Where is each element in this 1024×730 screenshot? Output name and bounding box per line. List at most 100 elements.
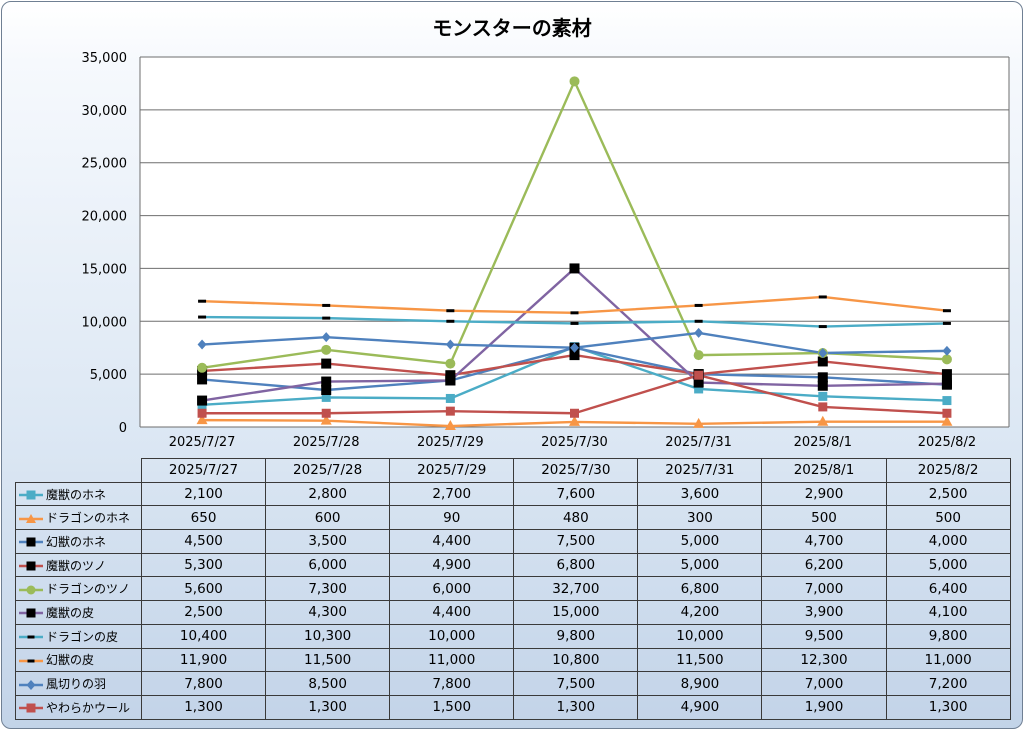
data-value-cell: 9,800 [513,623,639,649]
data-value-cell: 4,200 [637,600,763,625]
data-point [198,299,207,303]
data-point [817,372,828,383]
data-point [446,319,455,323]
data-value-cell: 1,500 [389,694,515,720]
x-tick-label: 2025/7/27 [169,435,236,450]
data-value-cell: 4,000 [885,529,1011,554]
data-value-cell: 4,700 [761,529,887,554]
x-tick-label: 2025/8/1 [794,435,852,450]
data-point [321,392,331,402]
y-tick-label: 5,000 [90,368,127,383]
data-point [197,362,208,373]
data-point [941,369,952,380]
data-point [569,76,580,87]
x-tick-label: 2025/8/2 [918,435,976,450]
data-value-cell: 11,000 [389,647,515,673]
data-point [446,309,455,313]
table-row: 風切りの羽 7,800 8,500 7,800 7,500 8,900 7,000 7,200 [15,671,1011,696]
y-tick-label: 25,000 [82,157,128,172]
data-value-cell: 10,400 [140,623,267,649]
table-corner [15,458,142,483]
data-value-cell: 600 [265,505,391,531]
legend-key [19,659,43,663]
data-value-cell: 4,900 [389,552,515,578]
data-point [570,408,579,418]
x-tick-label: 2025/7/31 [665,435,732,450]
data-value-cell: 7,500 [513,529,639,554]
data-value-cell: 2,500 [140,600,267,625]
data-value-cell: 12,300 [761,647,887,673]
data-point [570,342,579,353]
data-value-cell: 11,500 [265,647,391,673]
chart-title: モンスターの素材 [432,16,592,40]
data-value-cell: 6,400 [885,576,1011,602]
data-point [942,309,951,313]
data-point [817,380,828,391]
data-point [322,316,331,320]
data-point [942,408,952,418]
y-tick-label: 35,000 [82,51,128,66]
data-value-cell: 4,500 [140,529,267,554]
data-value-cell: 7,200 [885,671,1011,696]
data-point [322,303,331,307]
series-legend-cell: やわらかウール [15,694,142,720]
table-column-header: 2025/7/29 [389,458,515,483]
data-value-cell: 5,300 [140,552,267,578]
data-table: 2025/7/27 2025/7/28 2025/7/29 2025/7/30 2025… [15,458,1011,720]
table-header-row: 2025/7/27 2025/7/28 2025/7/29 2025/7/30 2025… [15,458,1011,483]
y-tick-label: 20,000 [82,210,128,225]
data-value-cell: 4,300 [265,600,391,625]
series-legend-cell: 魔獣のホネ [15,481,142,507]
data-point [570,321,579,325]
data-value-cell: 6,000 [389,576,515,602]
data-point [197,408,207,418]
data-point [321,358,332,369]
legend-key [19,608,43,618]
data-point [942,396,952,406]
data-point [818,391,828,401]
data-point [321,376,332,387]
y-tick-label: 0 [119,421,127,436]
series-legend-cell: ドラゴンのホネ [15,505,142,531]
data-value-cell: 1,300 [513,694,639,720]
table-row: やわらかウール 1,300 1,300 1,500 1,300 4,900 1,900 1,3… [15,694,1011,720]
series-name: ドラゴンのツノ [46,582,131,597]
data-point [444,420,456,431]
data-value-cell: 11,000 [885,647,1011,673]
data-value-cell: 8,500 [265,671,391,696]
data-value-cell: 3,900 [761,600,887,625]
data-value-cell: 480 [513,505,639,531]
data-value-cell: 10,000 [389,623,515,649]
data-point [694,384,704,394]
table-row: 幻獣のホネ 4,500 3,500 4,400 7,500 5,000 4,700 4,000 [15,529,1011,554]
series-legend-cell: 幻獣の皮 [15,647,142,673]
data-value-cell: 4,900 [637,694,763,720]
table-column-header: 2025/7/30 [513,458,639,483]
data-value-cell: 7,800 [389,671,515,696]
legend-key [19,679,43,690]
data-value-cell: 32,700 [513,576,639,602]
data-table-grid: 2025/7/27 2025/7/28 2025/7/29 2025/7/30 2025… [15,458,1011,720]
legend-key [19,490,43,500]
series-legend-cell: 風切りの羽 [15,671,142,696]
x-tick-label: 2025/7/30 [541,435,608,450]
y-tick-label: 15,000 [82,262,128,277]
data-value-cell: 90 [389,505,515,531]
legend-key [19,513,43,523]
data-value-cell: 10,000 [637,623,763,649]
legend-key [19,585,43,595]
data-value-cell: 650 [140,505,267,531]
data-value-cell: 11,900 [140,647,267,673]
table-column-header: 2025/8/1 [761,458,887,483]
data-point [445,339,455,350]
series-name: 風切りの羽 [46,677,107,692]
data-point [817,356,828,367]
data-point [818,348,828,358]
data-value-cell: 15,000 [513,600,639,625]
data-value-cell: 5,000 [637,529,763,554]
data-point [693,350,704,361]
data-value-cell: 5,600 [140,576,267,602]
x-tick-label: 2025/7/28 [293,435,360,450]
data-point [942,321,951,325]
series-name: 幻獣のホネ [46,534,107,549]
